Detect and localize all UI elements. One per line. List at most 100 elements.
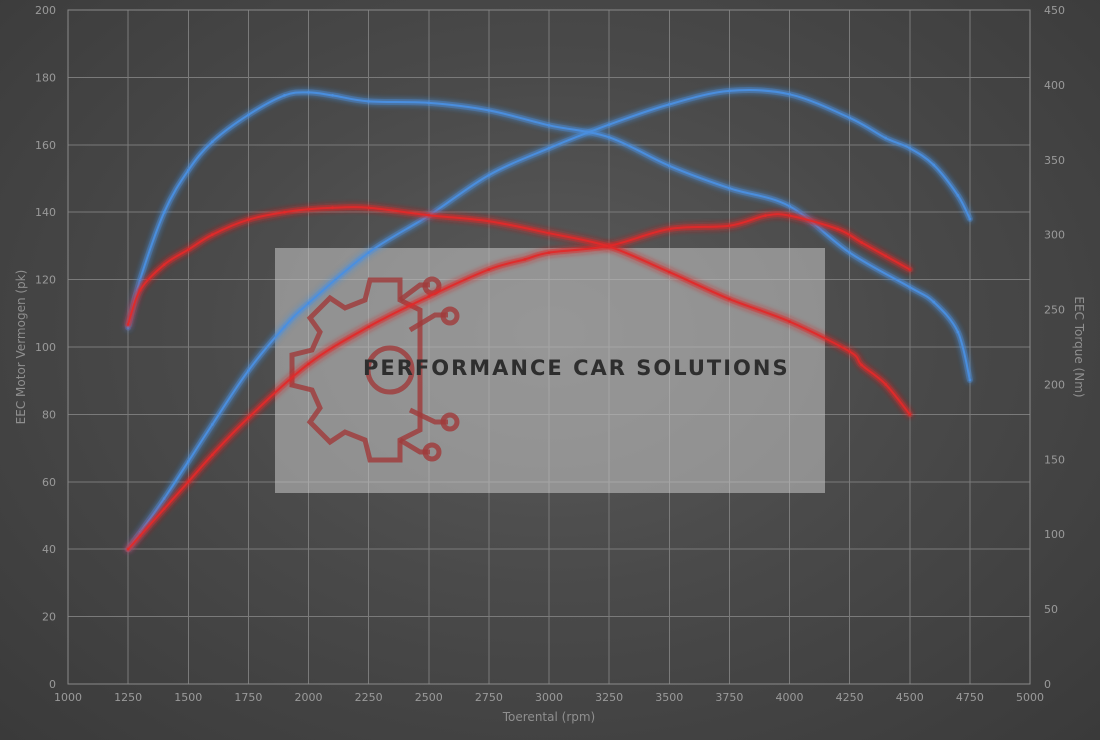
x-tick-label: 2000 <box>295 691 323 704</box>
x-tick-label: 1500 <box>174 691 202 704</box>
blue-power-point <box>307 301 310 305</box>
blue-torque-point <box>307 90 310 94</box>
blue-power-point <box>667 102 671 106</box>
x-axis-title: Toerental (rpm) <box>502 710 595 724</box>
red-power-point <box>884 254 888 258</box>
red-power-point <box>764 214 767 217</box>
red-power-point <box>487 268 491 271</box>
red-torque-point <box>487 219 491 223</box>
red-power-point <box>523 257 527 261</box>
right-tick-label: 0 <box>1044 678 1051 691</box>
red-power-point <box>860 241 864 244</box>
red-power-point <box>667 227 671 231</box>
x-tick-label: 1000 <box>54 691 82 704</box>
left-tick-label: 20 <box>42 611 56 624</box>
blue-torque-point <box>956 330 960 334</box>
blue-torque-point <box>932 300 936 304</box>
watermark: PERFORMANCE CAR SOLUTIONS <box>275 248 825 493</box>
x-tick-label: 4750 <box>956 691 984 704</box>
red-torque-point <box>427 213 431 217</box>
blue-torque-point <box>162 210 166 214</box>
red-power-point <box>788 214 791 217</box>
red-power-point <box>246 416 250 420</box>
x-tick-label: 4250 <box>836 691 864 704</box>
blue-torque-point <box>848 251 852 255</box>
red-power-point <box>727 224 731 228</box>
blue-torque-point <box>968 378 972 382</box>
watermark-text: PERFORMANCE CAR SOLUTIONS <box>363 356 790 380</box>
blue-power-point <box>367 251 371 255</box>
left-tick-label: 140 <box>35 206 56 219</box>
right-tick-label: 300 <box>1044 229 1065 242</box>
x-tick-label: 4000 <box>776 691 804 704</box>
red-power-point <box>210 453 214 457</box>
left-tick-label: 80 <box>42 408 56 421</box>
x-tick-label: 3500 <box>655 691 683 704</box>
x-tick-label: 1250 <box>114 691 142 704</box>
red-power-curve <box>125 211 913 553</box>
left-tick-label: 120 <box>35 274 56 287</box>
blue-power-point <box>283 325 286 329</box>
x-tick-label: 3000 <box>535 691 563 704</box>
blue-power-point <box>884 136 888 140</box>
red-torque-point <box>162 263 166 267</box>
blue-power-point <box>908 146 912 150</box>
gear-circuit-logo-icon <box>289 276 460 463</box>
right-axis-ticks: 0 50 100 150 200 250 300 350 400 450 <box>1044 4 1065 691</box>
blue-torque-point <box>427 101 431 105</box>
red-power-point <box>367 325 371 329</box>
left-tick-label: 100 <box>35 341 56 354</box>
red-torque-point <box>667 270 671 274</box>
left-tick-label: 60 <box>42 476 56 489</box>
left-tick-label: 180 <box>35 71 56 84</box>
right-tick-label: 450 <box>1044 4 1065 17</box>
x-tick-label: 4500 <box>896 691 924 704</box>
plot-frame <box>67 9 1031 685</box>
red-torque-point <box>126 323 130 326</box>
red-torque-point <box>210 233 214 237</box>
left-tick-label: 0 <box>49 678 56 691</box>
red-torque-point <box>908 413 912 416</box>
red-power-point <box>547 251 551 255</box>
blue-power-point <box>162 497 166 501</box>
left-tick-label: 200 <box>35 4 56 17</box>
red-torque-point <box>283 210 286 214</box>
blue-power-point <box>607 123 611 126</box>
red-torque-point <box>884 383 888 386</box>
blue-power-point <box>487 173 491 177</box>
right-tick-label: 350 <box>1044 154 1065 167</box>
blue-power-point <box>246 369 250 372</box>
right-axis-title: EEC Torque (Nm) <box>1072 296 1086 397</box>
left-tick-label: 160 <box>35 139 56 152</box>
blue-torque-point <box>331 93 334 97</box>
blue-torque-point <box>667 164 671 168</box>
right-tick-label: 200 <box>1044 378 1065 391</box>
left-axis-title: EEC Motor Vermogen (pk) <box>14 270 28 425</box>
blue-power-point <box>932 163 936 167</box>
blue-torque-point <box>547 123 551 127</box>
blue-torque-point <box>908 285 912 289</box>
red-torque-point <box>331 206 334 210</box>
red-power-point <box>427 295 431 298</box>
red-torque-point <box>186 248 190 252</box>
red-power-point <box>162 507 166 511</box>
blue-torque-point <box>607 135 611 139</box>
blue-power-point <box>968 217 972 221</box>
blue-torque-curve <box>125 89 973 383</box>
x-tick-label: 5000 <box>1016 691 1044 704</box>
red-torque-point <box>246 218 250 222</box>
red-torque-point <box>860 363 864 367</box>
red-torque-point <box>367 206 371 210</box>
red-power-point <box>836 227 839 231</box>
x-tick-label: 3750 <box>715 691 743 704</box>
red-torque-point <box>138 288 142 292</box>
blue-power-point <box>547 146 551 150</box>
blue-power-point <box>788 92 791 96</box>
blue-torque-point <box>487 108 491 112</box>
x-tick-label: 3250 <box>595 691 623 704</box>
red-power-point <box>138 534 142 538</box>
x-tick-label: 1750 <box>234 691 262 704</box>
x-tick-label: 2500 <box>415 691 443 704</box>
red-torque-point <box>607 245 611 249</box>
